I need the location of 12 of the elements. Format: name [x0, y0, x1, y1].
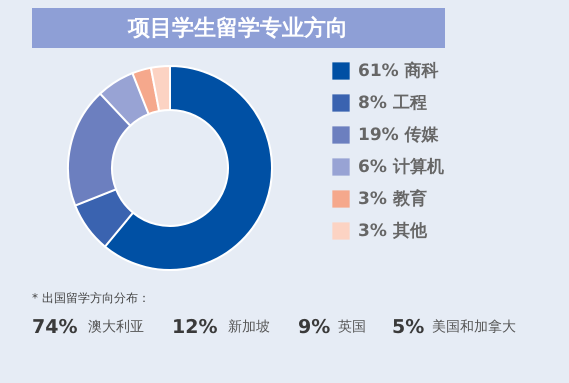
legend-label: 61% 商科: [358, 61, 439, 81]
legend-label: 6% 计算机: [358, 157, 444, 177]
text: 12% 新加坡: [172, 316, 270, 338]
legend-label: 3% 其他: [358, 221, 428, 241]
legend-label: 3% 教育: [358, 188, 427, 209]
legend-label: 8% 工程: [358, 93, 427, 113]
chart-title: 项目学生留学专业方向: [127, 15, 348, 41]
text: * 出国留学方向分布：: [32, 291, 150, 305]
text: 5% 美国和加拿大: [392, 316, 516, 338]
text: 9% 英国: [298, 316, 366, 338]
text: 74% 澳大利亚: [32, 316, 144, 338]
legend-label: 19% 传媒: [358, 125, 440, 145]
